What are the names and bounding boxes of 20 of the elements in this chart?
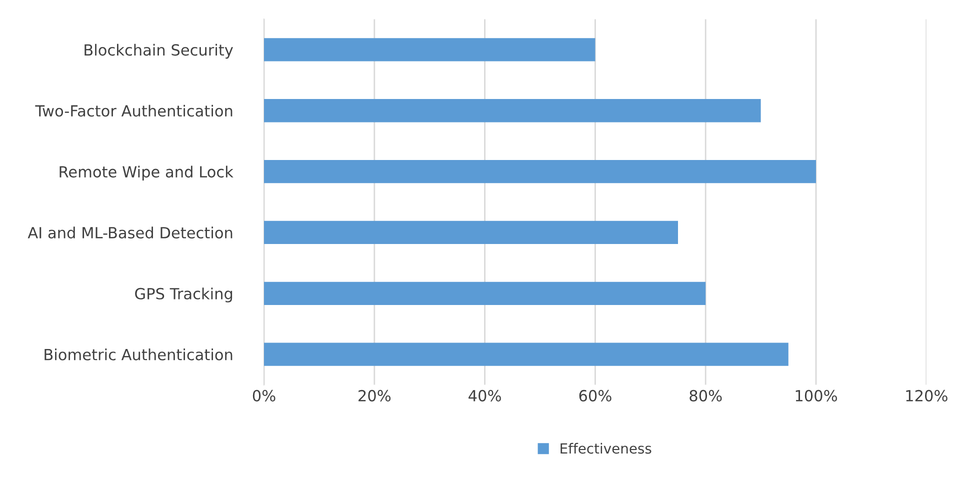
legend-label: Effectiveness: [560, 442, 652, 454]
bar: [264, 282, 706, 305]
x-tick-label: 120%: [906, 390, 948, 402]
bar: [264, 38, 596, 62]
bar: [264, 220, 678, 244]
x-tick-label: 40%: [468, 390, 501, 402]
x-tick-label: 60%: [579, 390, 612, 402]
y-tick-label: AI and ML-Based Detection: [28, 226, 232, 239]
bar: [264, 99, 761, 122]
y-tick-label: GPS Tracking: [135, 288, 232, 302]
y-tick-label: Remote Wipe and Lock: [60, 166, 234, 181]
bar: [264, 342, 788, 366]
x-tick-label: 20%: [358, 390, 391, 402]
bar: [264, 160, 816, 184]
y-tick-label: Two-Factor Authentication: [35, 104, 232, 117]
y-tick-label: Biometric Authentication: [44, 348, 232, 360]
x-tick-label: 100%: [796, 390, 837, 402]
x-tick-label: 80%: [690, 390, 722, 402]
x-tick-label: 0%: [252, 390, 276, 402]
y-tick-label: Blockchain Security: [84, 44, 233, 59]
